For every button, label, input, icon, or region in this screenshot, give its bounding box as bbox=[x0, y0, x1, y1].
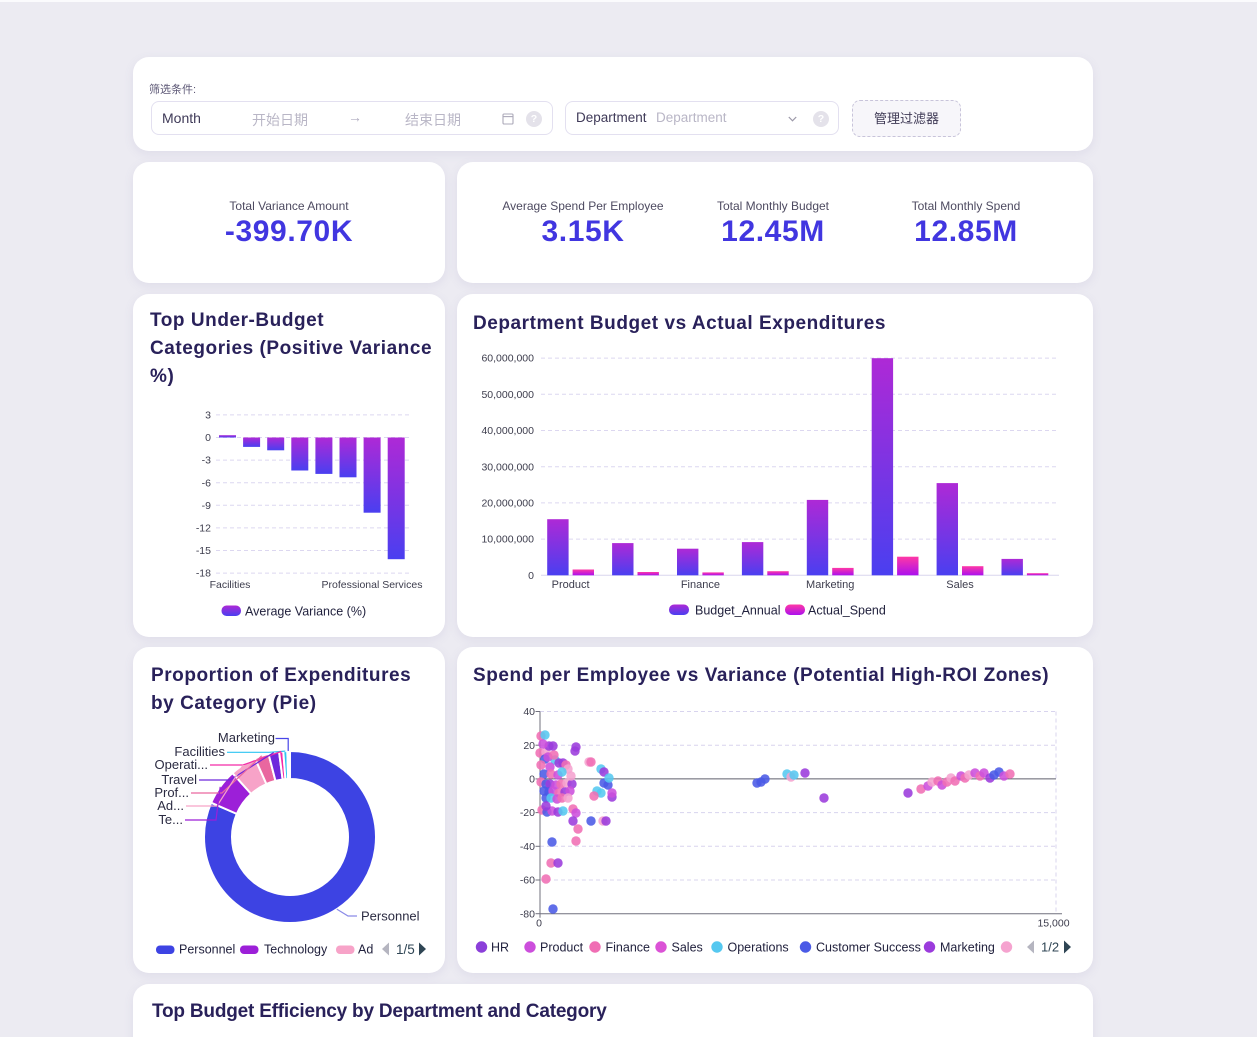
svg-text:15,000: 15,000 bbox=[1037, 918, 1069, 930]
svg-text:-18: -18 bbox=[196, 568, 211, 580]
svg-text:-60: -60 bbox=[520, 875, 535, 887]
svg-text:40: 40 bbox=[523, 706, 535, 718]
svg-text:Facilities: Facilities bbox=[210, 579, 251, 591]
svg-text:Budget_Annual: Budget_Annual bbox=[695, 604, 781, 618]
svg-text:60,000,000: 60,000,000 bbox=[481, 353, 534, 365]
svg-text:0: 0 bbox=[536, 918, 542, 930]
svg-text:0: 0 bbox=[528, 570, 534, 582]
svg-text:Technology: Technology bbox=[264, 943, 328, 957]
svg-text:Travel: Travel bbox=[161, 772, 197, 787]
svg-text:1/2: 1/2 bbox=[1041, 940, 1059, 955]
svg-text:Marketing: Marketing bbox=[940, 941, 995, 955]
svg-text:Customer Success: Customer Success bbox=[816, 941, 921, 955]
svg-text:-6: -6 bbox=[202, 477, 211, 489]
svg-text:Average Variance (%): Average Variance (%) bbox=[245, 605, 366, 619]
svg-text:Operations: Operations bbox=[728, 941, 789, 955]
svg-text:Product: Product bbox=[552, 579, 590, 591]
svg-text:Finance: Finance bbox=[681, 579, 720, 591]
svg-text:Actual_Spend: Actual_Spend bbox=[808, 604, 886, 618]
svg-text:Prof...: Prof... bbox=[154, 785, 189, 800]
svg-text:Marketing: Marketing bbox=[218, 730, 275, 745]
svg-text:Operati...: Operati... bbox=[155, 757, 208, 772]
svg-text:20,000,000: 20,000,000 bbox=[481, 498, 534, 510]
svg-text:Sales: Sales bbox=[946, 579, 974, 591]
svg-text:Marketing: Marketing bbox=[806, 579, 854, 591]
svg-text:Ad...: Ad... bbox=[157, 798, 184, 813]
svg-text:Ad: Ad bbox=[358, 943, 373, 957]
svg-text:Personnel: Personnel bbox=[361, 909, 420, 924]
svg-text:-9: -9 bbox=[202, 500, 211, 512]
svg-text:Product: Product bbox=[540, 941, 584, 955]
svg-text:Sales: Sales bbox=[672, 941, 703, 955]
svg-text:0: 0 bbox=[205, 432, 211, 444]
svg-text:-15: -15 bbox=[196, 545, 211, 557]
svg-text:20: 20 bbox=[523, 740, 535, 752]
svg-text:-12: -12 bbox=[196, 523, 211, 535]
svg-text:HR: HR bbox=[491, 941, 509, 955]
svg-text:50,000,000: 50,000,000 bbox=[481, 389, 534, 401]
svg-text:Facilities: Facilities bbox=[174, 744, 225, 759]
svg-text:Professional Services: Professional Services bbox=[322, 579, 423, 591]
svg-text:Personnel: Personnel bbox=[179, 943, 235, 957]
svg-text:-20: -20 bbox=[520, 807, 535, 819]
svg-text:0: 0 bbox=[529, 774, 535, 786]
svg-text:10,000,000: 10,000,000 bbox=[481, 534, 534, 546]
svg-text:40,000,000: 40,000,000 bbox=[481, 425, 534, 437]
svg-text:-80: -80 bbox=[520, 908, 535, 920]
svg-text:Finance: Finance bbox=[606, 941, 651, 955]
svg-text:1/5: 1/5 bbox=[396, 942, 415, 957]
svg-text:3: 3 bbox=[205, 410, 211, 422]
svg-text:30,000,000: 30,000,000 bbox=[481, 461, 534, 473]
svg-text:Te...: Te... bbox=[158, 812, 183, 827]
svg-text:-40: -40 bbox=[520, 841, 535, 853]
svg-text:-3: -3 bbox=[202, 455, 211, 467]
